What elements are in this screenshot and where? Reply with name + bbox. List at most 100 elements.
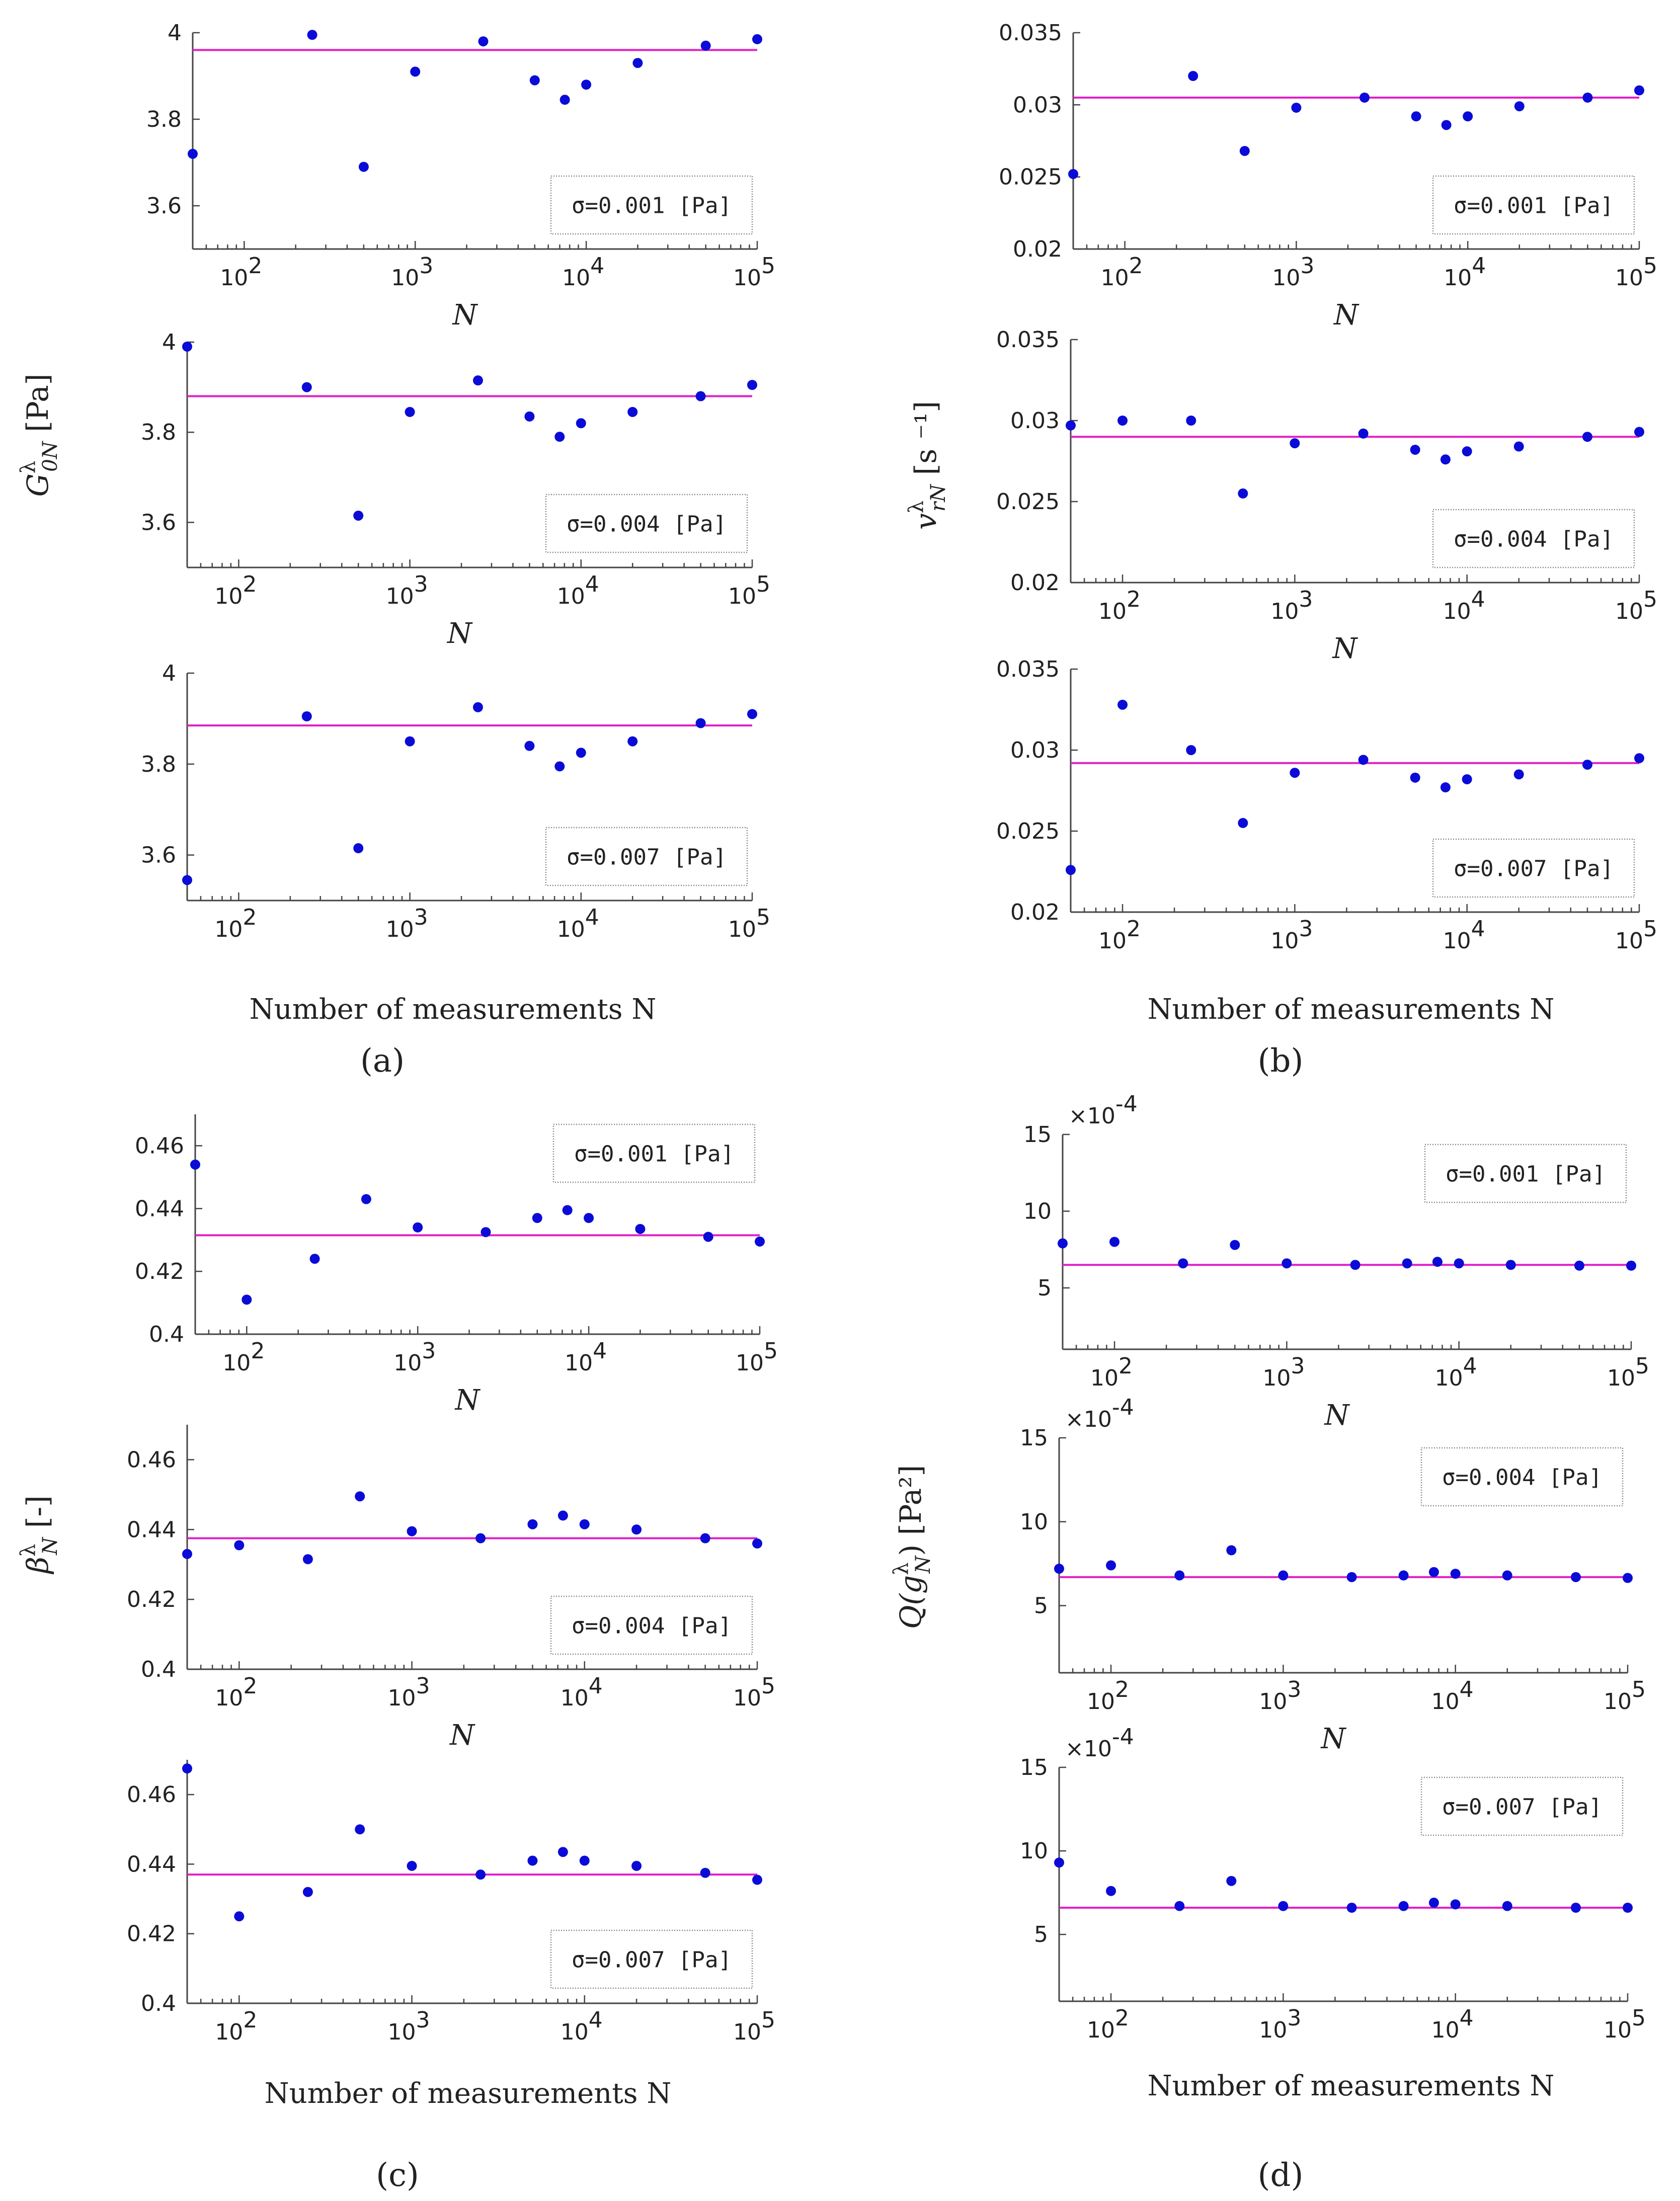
data-point xyxy=(405,736,415,747)
legend-box xyxy=(1420,1776,1624,1836)
y-tick-label: 0.035 xyxy=(999,20,1062,46)
data-point xyxy=(407,1526,417,1536)
x-tick-label: 105 xyxy=(1604,1677,1646,1715)
data-point xyxy=(190,1159,200,1170)
data-point xyxy=(532,1213,542,1224)
legend-label: σ=0.004 [Pa] xyxy=(1442,1465,1602,1491)
data-point xyxy=(1066,420,1076,431)
data-point xyxy=(307,30,317,40)
y-axis-label: Gλ0N [Pa] xyxy=(17,374,62,497)
data-point xyxy=(557,1510,568,1521)
panel-label: (c) xyxy=(376,2157,419,2194)
chart-b-0: 102 103 104 105 0.035 0.03 0.025 0.02 σ=0.001 [P… xyxy=(999,20,1657,332)
x-tick-label: 103 xyxy=(1262,1353,1305,1391)
data-point xyxy=(1174,1901,1185,1911)
data-point xyxy=(576,418,586,429)
y-multiplier: ×10-4 xyxy=(1065,1724,1134,1762)
data-point xyxy=(1634,753,1644,764)
data-point xyxy=(1238,818,1248,828)
data-point xyxy=(1106,1886,1116,1896)
x-tick-label: 102 xyxy=(1087,1677,1129,1715)
data-point xyxy=(301,382,312,392)
x-tick-label: 103 xyxy=(1259,2005,1301,2043)
legend-box xyxy=(550,1929,753,1989)
data-point xyxy=(747,380,757,390)
legend-label: σ=0.007 [Pa] xyxy=(1454,856,1614,882)
y-tick-label: 15 xyxy=(1020,1425,1048,1451)
data-point xyxy=(627,406,638,417)
data-point xyxy=(1188,71,1198,81)
x-tick-label: 104 xyxy=(1431,2005,1474,2043)
y-tick-label: 0.025 xyxy=(996,489,1060,515)
y-tick-label: 0.46 xyxy=(127,1782,176,1808)
y-tick-label: 0.02 xyxy=(1010,900,1060,925)
x-tick-label: 104 xyxy=(565,1338,607,1376)
data-point xyxy=(1502,1901,1512,1911)
data-point xyxy=(1058,1238,1068,1249)
x-tick-label: 105 xyxy=(733,1673,775,1711)
x-tick-label: 105 xyxy=(1604,2005,1646,2043)
x-tick-label: 102 xyxy=(214,572,257,609)
data-point xyxy=(1626,1260,1636,1271)
data-point xyxy=(557,1847,568,1857)
y-tick-label: 0.025 xyxy=(996,819,1060,844)
data-point xyxy=(581,79,592,90)
x-axis-label: N xyxy=(1324,1399,1350,1432)
data-point xyxy=(1230,1240,1240,1250)
y-axis-label: βλN [-] xyxy=(17,1495,62,1574)
panel-a-text: (a) Number of measurements N Gλ0N [Pa] xyxy=(17,374,656,1080)
data-point xyxy=(1513,769,1524,780)
x-tick-label: 102 xyxy=(1098,587,1141,624)
x-tick-label: 105 xyxy=(736,1338,778,1376)
x-tick-label: 104 xyxy=(1444,253,1486,291)
y-tick-label: 0.42 xyxy=(135,1259,184,1284)
data-point xyxy=(1117,699,1128,710)
data-point xyxy=(1278,1570,1289,1581)
y-tick-label: 15 xyxy=(1023,1122,1052,1148)
x-tick-label: 103 xyxy=(386,572,428,609)
data-point xyxy=(481,1227,491,1238)
x-tick-label: 102 xyxy=(220,253,262,291)
x-tick-label: 104 xyxy=(561,2007,603,2045)
x-axis-label: N xyxy=(1332,632,1358,665)
data-point xyxy=(1574,1260,1584,1271)
data-point xyxy=(1359,93,1370,103)
legend-box xyxy=(550,175,753,235)
y-tick-label: 5 xyxy=(1034,1922,1048,1947)
x-tick-label: 104 xyxy=(557,572,599,609)
x-tick-label: 102 xyxy=(1098,916,1141,954)
data-point xyxy=(1117,416,1128,426)
data-point xyxy=(355,1824,365,1835)
x-tick-label: 102 xyxy=(1090,1353,1133,1391)
data-point xyxy=(755,1236,765,1247)
x-tick-label: 104 xyxy=(1431,1677,1474,1715)
y-tick-label: 5 xyxy=(1034,1593,1048,1619)
data-point xyxy=(1358,428,1369,439)
x-tick-label: 103 xyxy=(393,1338,436,1376)
x-tick-label: 105 xyxy=(728,905,770,942)
data-point xyxy=(554,432,565,442)
panel-b-text: (b) Number of measurements N vλrN [s ⁻¹] xyxy=(905,401,1554,1080)
panel-label: (b) xyxy=(1258,1042,1304,1080)
data-point xyxy=(554,761,565,772)
legend-label: σ=0.001 [Pa] xyxy=(572,193,732,219)
data-point xyxy=(579,1855,590,1866)
chart-a-2: 102 103 104 105 4 3.8 3.6 σ=0.007 [Pa] xyxy=(141,661,770,942)
panel-d-text: (d) Number of measurements N Q(gλN) [Pa²] xyxy=(890,1465,1554,2194)
x-tick-label: 103 xyxy=(1270,916,1313,954)
data-point xyxy=(695,391,706,401)
y-tick-label: 3.8 xyxy=(141,752,176,777)
data-point xyxy=(1570,1903,1581,1913)
y-tick-label: 0.44 xyxy=(127,1851,176,1877)
data-point xyxy=(1054,1564,1064,1574)
y-tick-label: 0.46 xyxy=(127,1447,176,1473)
legend-box xyxy=(545,494,748,553)
y-axis-label: Q(gλN) [Pa²] xyxy=(890,1465,935,1629)
data-point xyxy=(752,1874,762,1885)
y-tick-label: 10 xyxy=(1020,1838,1048,1864)
y-tick-label: 3.8 xyxy=(146,107,182,132)
chart-c-1: 102 103 104 105 0.46 0.44 0.42 0.4 σ=0.004 [Pa] N xyxy=(127,1425,775,1752)
data-point xyxy=(1463,111,1473,122)
